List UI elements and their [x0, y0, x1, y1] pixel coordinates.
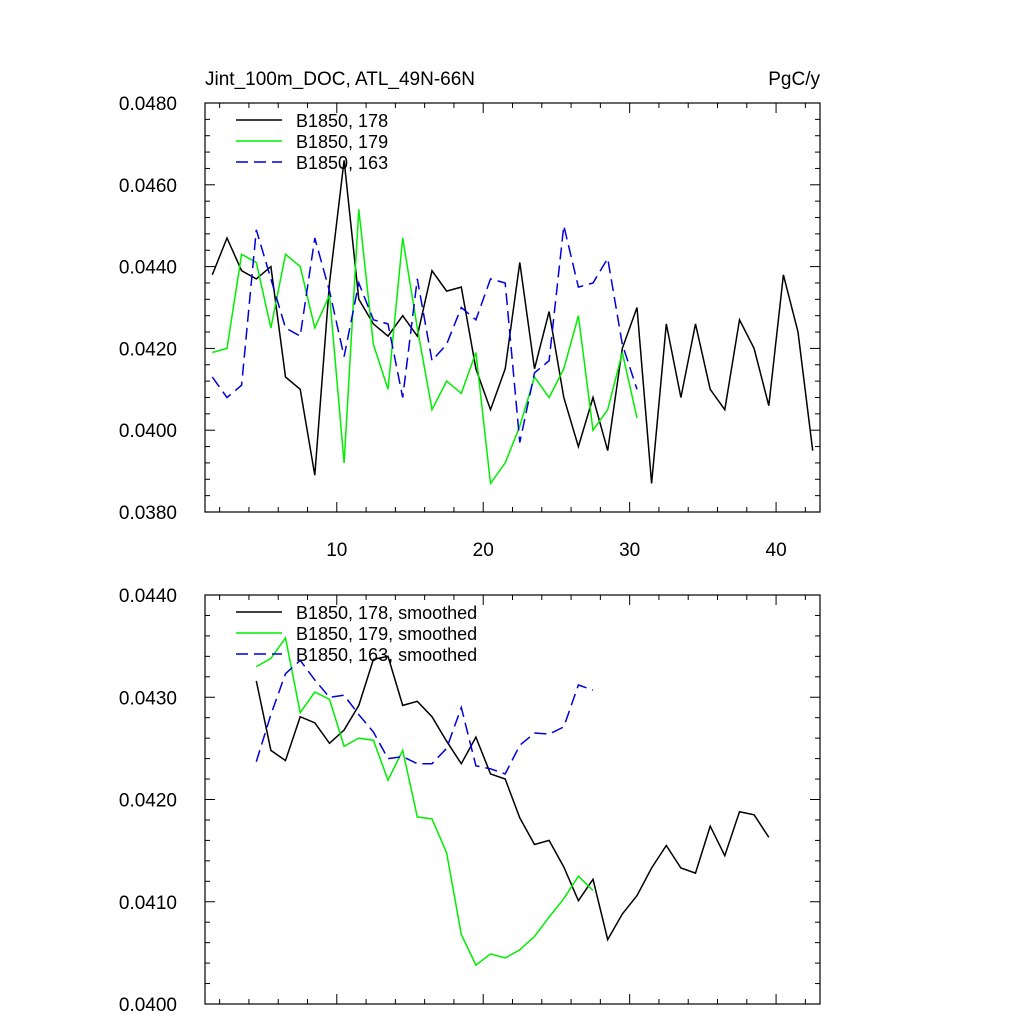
x-tick-label: 40: [766, 540, 787, 561]
bottom-panel: 0.0400 0.0410 0.0420 0.0430 0.0440 B1850, 178…: [119, 586, 821, 1016]
y-tick-label: 0.0480: [119, 94, 177, 115]
y-tick-label: 0.0440: [119, 586, 177, 607]
figure-units: PgC/y: [768, 69, 820, 90]
y-tick-label: 0.0460: [119, 176, 177, 197]
legend-label: B1850, 178: [296, 111, 388, 131]
x-tick-label: 30: [619, 540, 640, 561]
series-line: [211, 225, 638, 443]
y-tick-label: 0.0410: [119, 893, 177, 914]
y-tick-label: 0.0380: [119, 503, 177, 524]
y-tick-label: 0.0420: [119, 791, 177, 812]
figure-title: Jint_100m_DOC, ATL_49N-66N: [205, 69, 475, 90]
series-line: [255, 659, 594, 775]
x-tick-label: 20: [473, 540, 494, 561]
series-line: [255, 636, 594, 967]
y-tick-label: 0.0400: [119, 421, 177, 442]
y-tick-label: 0.0420: [119, 339, 177, 360]
series-line: [255, 655, 770, 942]
y-tick-label: 0.0440: [119, 258, 177, 279]
y-tick-label: 0.0400: [119, 995, 177, 1016]
series-line: [212, 209, 638, 486]
legend-label: B1850, 178, smoothed: [296, 603, 477, 623]
x-tick-label: 10: [326, 540, 347, 561]
legend-label: B1850, 179: [296, 132, 388, 152]
legend-label: B1850, 163: [296, 153, 388, 173]
legend-label: B1850, 163, smoothed: [296, 645, 477, 665]
top-panel: 10 20 30 40 0.0380 0.0400 0.0420 0.0440 0.0460 0.…: [119, 94, 821, 561]
y-tick-label: 0.0430: [119, 688, 177, 709]
legend-label: B1850, 179, smoothed: [296, 624, 477, 644]
series-line: [211, 160, 814, 484]
